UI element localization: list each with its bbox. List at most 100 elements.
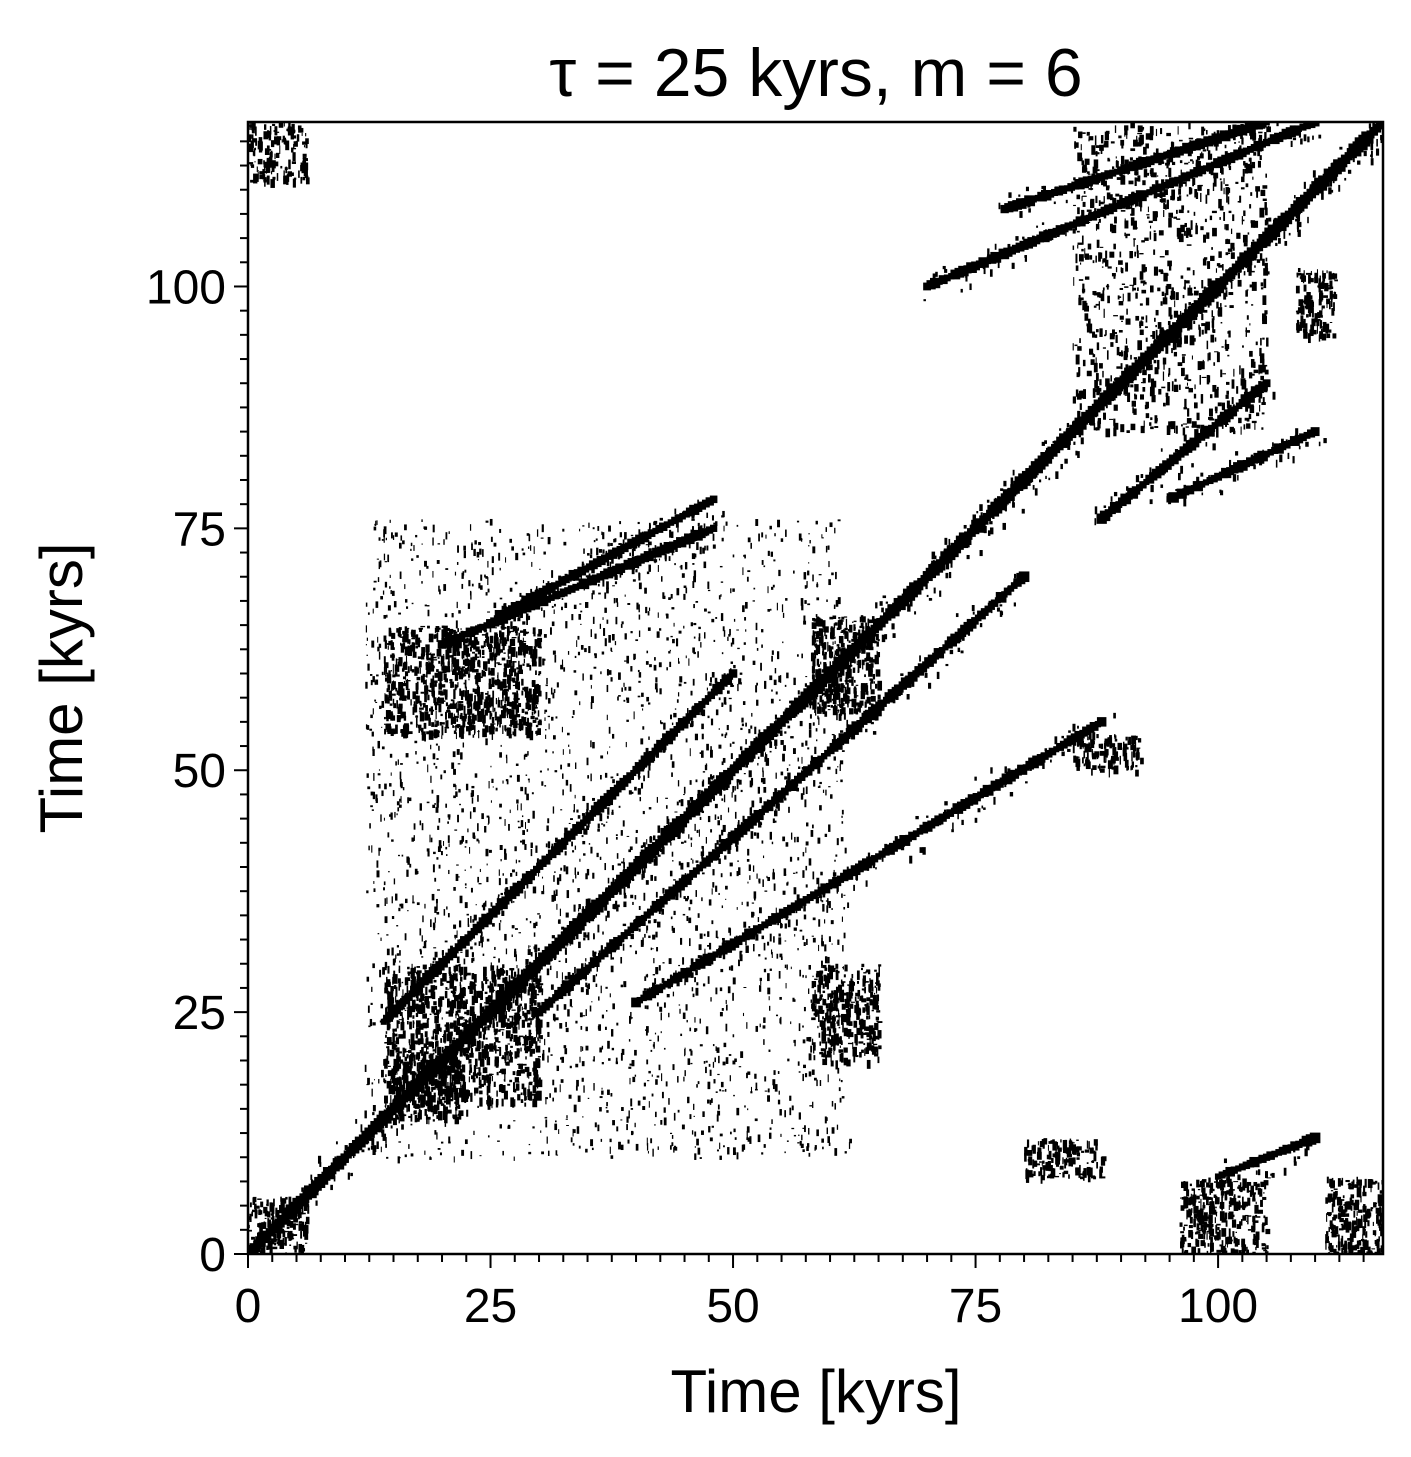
recurrence-point (483, 640, 486, 648)
recurrence-point (1130, 122, 1135, 129)
recurrence-point (514, 1077, 519, 1083)
recurrence-point (1246, 1184, 1250, 1193)
recurrence-point (1132, 748, 1136, 758)
recurrence-point (397, 715, 402, 720)
recurrence-point (504, 1073, 506, 1082)
recurrence-point (1093, 1139, 1098, 1146)
recurrence-point (536, 993, 540, 996)
recurrence-point (430, 709, 435, 712)
recurrence-point (1262, 1196, 1267, 1200)
recurrence-point (1376, 1207, 1381, 1217)
recurrence-point (878, 966, 880, 977)
recurrence-point (531, 1006, 535, 1012)
recurrence-point (499, 714, 502, 725)
recurrence-point (823, 662, 827, 671)
recurrence-point (494, 659, 497, 668)
recurrence-point (1250, 192, 1253, 196)
recurrence-point (1243, 271, 1246, 276)
recurrence-point (506, 708, 512, 715)
recurrence-point (408, 731, 413, 735)
recurrence-point (259, 174, 265, 180)
recurrence-point (503, 688, 509, 692)
recurrence-point (308, 1194, 312, 1200)
recurrence-point (856, 1055, 858, 1057)
recurrence-point (391, 642, 393, 645)
recurrence-point (1168, 421, 1172, 428)
recurrence-point (1134, 384, 1139, 392)
recurrence-point (516, 723, 520, 725)
recurrence-point (492, 1017, 495, 1028)
recurrence-point (1164, 293, 1167, 301)
recurrence-point (1150, 417, 1153, 421)
recurrence-point (499, 986, 504, 994)
recurrence-point (392, 698, 395, 705)
recurrence-point (491, 716, 495, 724)
recurrence-point (1181, 205, 1185, 210)
recurrence-point (496, 1071, 499, 1076)
recurrence-point (258, 1210, 263, 1215)
recurrence-point (399, 691, 405, 701)
recurrence-point (1100, 145, 1103, 154)
recurrence-point (1225, 184, 1229, 187)
recurrence-point (1100, 1156, 1106, 1166)
recurrence-point (534, 709, 536, 715)
recurrence-point (833, 623, 836, 629)
recurrence-point (291, 135, 297, 139)
recurrence-point (444, 1110, 448, 1115)
recurrence-point (397, 1063, 402, 1069)
recurrence-point (833, 1047, 835, 1055)
recurrence-point (347, 1172, 350, 1180)
recurrence-point (1178, 329, 1182, 338)
recurrence-point (1037, 1141, 1039, 1146)
recurrence-point (860, 618, 865, 622)
recurrence-point (1242, 234, 1248, 243)
recurrence-point (1123, 747, 1127, 750)
recurrence-point (275, 1207, 278, 1211)
recurrence-point (1197, 184, 1202, 191)
recurrence-point (861, 963, 865, 968)
recurrence-point (1086, 1140, 1088, 1149)
recurrence-point (456, 724, 461, 728)
recurrence-point (1248, 1190, 1252, 1193)
line-of-identity (248, 122, 1383, 1254)
recurrence-point (1244, 1214, 1249, 1217)
recurrence-point (861, 659, 865, 666)
recurrence-point (1317, 312, 1321, 319)
recurrence-point (509, 1036, 513, 1042)
recurrence-point (282, 1243, 287, 1245)
recurrence-point (430, 660, 434, 670)
recurrence-point (1090, 359, 1095, 365)
recurrence-point (469, 664, 475, 672)
recurrence-point (529, 1051, 533, 1057)
recurrence-point (271, 1215, 275, 1223)
recurrence-point (1173, 310, 1179, 318)
recurrence-point (819, 1041, 822, 1046)
recurrence-point (264, 124, 267, 130)
recurrence-point (274, 153, 276, 160)
recurrence-point (1093, 1151, 1097, 1162)
recurrence-point (511, 677, 516, 682)
recurrence-point (1143, 146, 1147, 155)
recurrence-point (428, 989, 433, 993)
recurrence-point (410, 1063, 413, 1069)
recurrence-point (811, 987, 815, 989)
recurrence-point (477, 662, 481, 665)
recurrence-point (1362, 1234, 1364, 1243)
recurrence-point (1099, 768, 1105, 773)
recurrence-point (843, 974, 846, 978)
recurrence-point (813, 618, 817, 622)
recurrence-point (1266, 1177, 1271, 1179)
recurrence-point (1236, 232, 1241, 239)
recurrence-point (535, 1058, 540, 1064)
recurrence-point (1114, 757, 1119, 761)
recurrence-point (1146, 214, 1150, 216)
recurrence-point (511, 1017, 514, 1025)
recurrence-point (531, 711, 534, 716)
recurrence-point (437, 1013, 439, 1019)
recurrence-point (513, 693, 519, 704)
recurrence-point (535, 717, 539, 720)
recurrence-point (1243, 210, 1246, 217)
recurrence-point (861, 645, 866, 654)
recurrence-point (1072, 245, 1075, 250)
recurrence-point (1063, 1170, 1069, 1175)
